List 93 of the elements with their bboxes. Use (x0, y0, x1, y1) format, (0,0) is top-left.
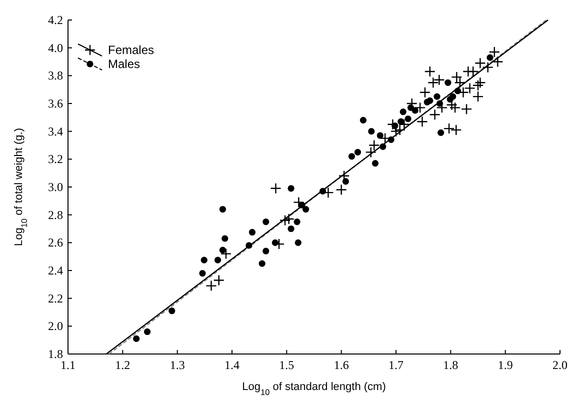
point (144, 328, 151, 336)
legend-label: Females (108, 43, 154, 57)
point (220, 248, 232, 260)
point (443, 122, 455, 134)
point (219, 206, 226, 213)
point (486, 54, 494, 61)
point (460, 103, 472, 115)
point (133, 335, 140, 342)
point (348, 153, 356, 160)
x-tick-label: 1.4 (224, 358, 240, 372)
point (319, 188, 326, 194)
point (428, 77, 439, 88)
x-tick-label: 1.8 (443, 358, 458, 372)
y-tick-label: 3.4 (48, 124, 63, 138)
point (372, 160, 379, 167)
point (222, 235, 228, 242)
x-tick-label: 1.2 (115, 358, 130, 372)
point (438, 129, 444, 136)
point (434, 74, 445, 86)
point (492, 56, 504, 68)
point (342, 178, 350, 185)
point (450, 124, 462, 136)
point (454, 88, 462, 94)
point (416, 116, 428, 128)
point (488, 46, 500, 58)
y-tick-label: 2.8 (48, 208, 63, 222)
point (354, 148, 362, 156)
point (262, 248, 270, 254)
point (434, 93, 440, 100)
y-tick-label: 2.2 (48, 291, 63, 306)
point (302, 206, 310, 213)
point (464, 82, 476, 94)
point (248, 228, 256, 236)
y-tick-label: 1.8 (48, 347, 63, 361)
point (270, 182, 282, 194)
point (214, 256, 222, 264)
point (199, 270, 206, 277)
point (246, 242, 252, 249)
point (467, 66, 479, 78)
point (472, 90, 484, 102)
point (424, 66, 436, 78)
point (368, 140, 380, 151)
point (219, 246, 226, 254)
x-tick-label: 1.9 (498, 358, 513, 372)
legend-label: Males (108, 57, 140, 71)
point (450, 93, 456, 100)
point (288, 185, 294, 192)
y-tick-label: 2.6 (48, 236, 63, 250)
point (213, 274, 224, 286)
x-tick-label: 1.7 (388, 358, 404, 372)
point (419, 86, 431, 98)
y-tick-label: 3.8 (48, 68, 63, 83)
point (380, 143, 386, 150)
point (168, 308, 176, 314)
point (400, 108, 406, 116)
x-tick-label: 1.3 (170, 358, 185, 372)
point (376, 132, 384, 139)
point (368, 128, 375, 135)
point (398, 118, 410, 130)
point (258, 260, 266, 267)
point (360, 116, 366, 124)
x-tick-label: 1.1 (60, 358, 76, 372)
y-tick-label: 2.4 (48, 264, 63, 278)
point (200, 256, 208, 264)
y-tick-label: 4.2 (48, 13, 63, 27)
x-tick-label: 1.5 (279, 358, 294, 372)
point (365, 146, 376, 158)
point (449, 102, 461, 114)
point (288, 225, 294, 232)
point (412, 107, 418, 114)
point (474, 77, 486, 88)
point (206, 280, 217, 292)
x-axis-title: Log$_{10}$ of standard length (cm) (242, 381, 386, 396)
y-tick-label: 3.2 (48, 152, 63, 166)
point (293, 196, 304, 208)
point (262, 218, 270, 226)
x-tick-label: 2.0 (552, 358, 568, 372)
y-tick-label: 2.0 (48, 319, 63, 334)
point (279, 214, 291, 226)
point (426, 97, 434, 104)
y-tick-label: 4.0 (48, 40, 63, 55)
point (294, 218, 300, 226)
point (429, 109, 440, 120)
point (404, 116, 412, 122)
y-tick-label: 3.6 (48, 96, 63, 110)
point (294, 239, 302, 246)
y-tick-label: 3.0 (48, 180, 63, 194)
point (336, 184, 347, 196)
x-tick-label: 1.6 (334, 358, 349, 372)
point (472, 80, 484, 92)
point (283, 213, 294, 225)
point (414, 102, 426, 114)
point (444, 79, 452, 86)
